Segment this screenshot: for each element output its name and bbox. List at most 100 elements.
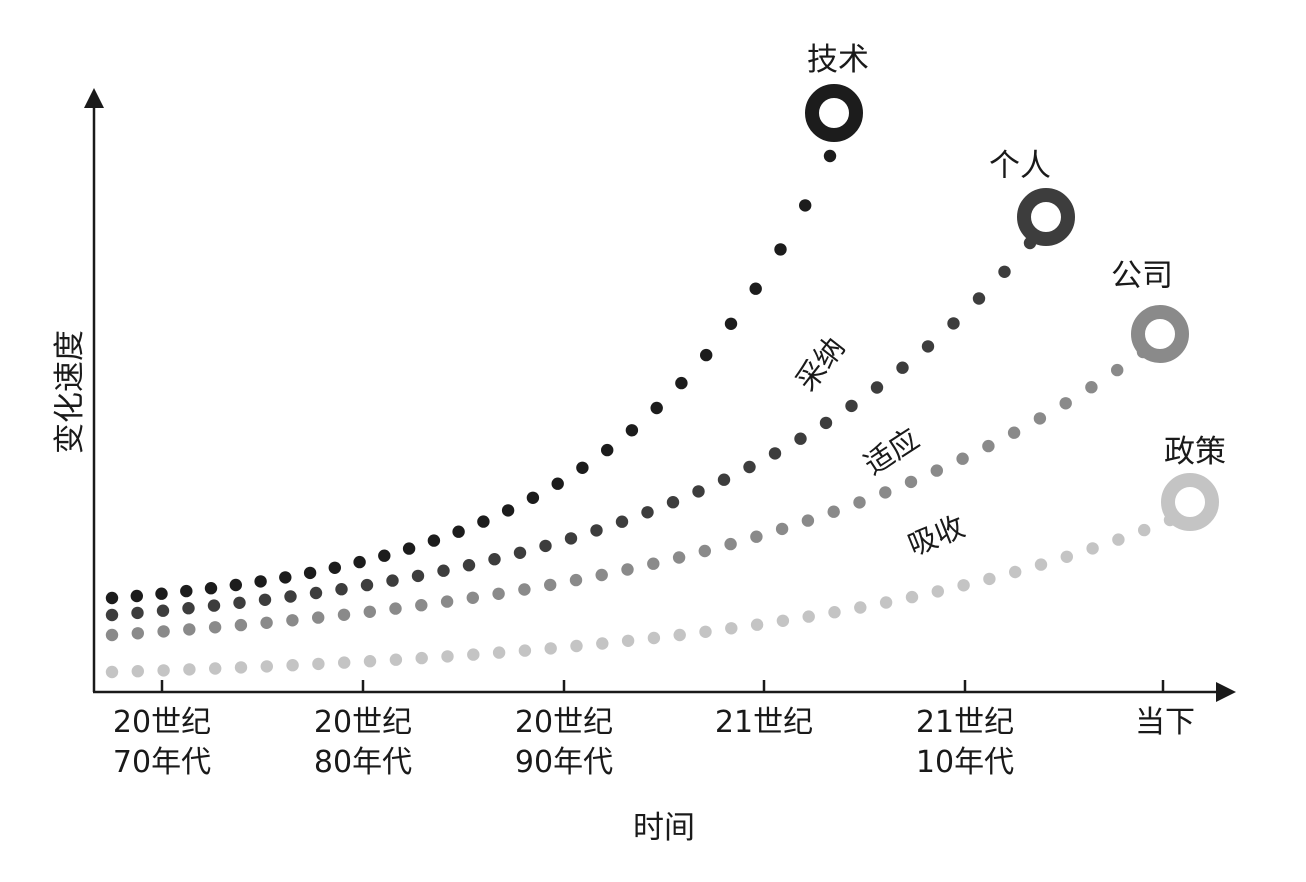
curve-dot [799,199,812,212]
curve-dot [823,149,837,163]
curve-dot [692,485,705,498]
curve-dot [794,432,807,445]
curve-dot [312,611,325,624]
curve-dot [157,664,170,677]
curve-dot [415,599,428,612]
curve-dot [819,416,833,430]
curve-dot [1111,363,1124,377]
curve-dot [389,602,402,615]
curve-dot [309,586,323,600]
curve-dot [312,657,325,671]
curve-dot [956,452,969,465]
curve-dot [768,447,782,460]
x-tick-label-4-line1: 21世纪 [715,705,813,740]
curve-dot [749,282,762,295]
curve-dot [131,665,144,678]
curve-individual [105,236,1037,622]
x-tick-label-2-line2: 80年代 [314,745,412,780]
x-tick-label-5-line1: 21世纪 [916,705,1014,740]
curve-dot [1009,565,1022,579]
curve-dot [386,574,399,587]
curve-dot [130,589,143,603]
curve-dot [258,593,272,606]
curve-dot [286,659,299,672]
x-tick-label-2-line1: 20世纪 [314,705,412,740]
x-axis-title: 时间 [633,810,695,846]
curve-label-company: 公司 [1111,258,1173,294]
curve-label-technology: 技术 [807,42,869,78]
curve-dot [466,591,479,604]
curve-dot [947,317,960,330]
phase-label-adaptation: 适应 [858,422,925,482]
curve-dot [570,639,583,653]
curve-dot [402,542,416,555]
curve-dot [234,661,248,674]
curve-label-individual: 个人 [989,148,1051,184]
curve-dot [724,537,737,551]
curve-end-ring-policy [1161,473,1219,531]
curve-dot [440,595,454,608]
curve-dot [279,571,292,584]
curve-dot [931,585,944,598]
curve-dot [725,622,738,635]
curve-dot [488,553,501,566]
curve-dot [802,610,815,623]
curve-dot [411,569,425,583]
curve-end-ring-company [1131,305,1189,363]
curve-dot [930,464,943,477]
curve-dot [641,506,654,519]
curve-dot [595,568,608,582]
x-tick-label-1-line2: 70年代 [113,745,211,780]
curve-dot [452,525,465,538]
curve-dot [724,317,738,330]
curve-dot [750,618,764,631]
x-tick-labels: 20世纪 70年代 20世纪 80年代 20世纪 90年代 21世纪 21世纪 … [113,705,1195,780]
curve-dot [1086,542,1099,555]
curve-dot [477,515,490,528]
curve-dot [828,606,841,619]
curve-dot [596,637,609,650]
curve-dot [363,605,376,618]
curve-dot [501,504,515,517]
curve-dot [207,599,221,612]
curve-dot [750,530,763,543]
curve-dot [1138,523,1151,537]
curve-dot [700,348,713,362]
curve-dot [564,532,578,545]
curve-dot [672,551,686,564]
curve-dot [204,582,218,595]
curve-dot [183,623,196,636]
curve-dot [437,564,450,577]
curve-dot [879,486,892,499]
curve-dot [905,590,919,604]
curve-dot [1085,381,1098,394]
curve-dot [743,460,756,474]
x-tick-label-3-line2: 90年代 [515,745,613,780]
curve-dot [982,439,995,453]
curve-dot [335,583,348,596]
curve-dot [338,656,351,669]
curve-dot [625,424,639,437]
curve-dot [854,601,867,614]
curve-dot [845,399,858,413]
curve-dot [105,665,119,679]
curve-dot [328,561,341,574]
curve-dot [360,578,374,592]
curve-dot [774,243,787,256]
curve-dot [1059,397,1072,410]
curve-dot [576,461,589,474]
curve-dot [551,477,564,490]
curve-dot [615,515,629,528]
curve-dot [983,572,996,586]
curve-dot [209,662,222,675]
curve-dot [621,634,635,647]
curve-dot [467,648,480,661]
x-tick-marks [160,680,1165,692]
curve-technology [105,149,837,605]
curve-dot [827,505,840,518]
curve-dot [441,650,454,663]
phase-label-adoption: 采纳 [789,331,852,398]
curve-dot [286,614,299,627]
curve-dot [972,292,986,305]
curve-dot [647,557,660,570]
